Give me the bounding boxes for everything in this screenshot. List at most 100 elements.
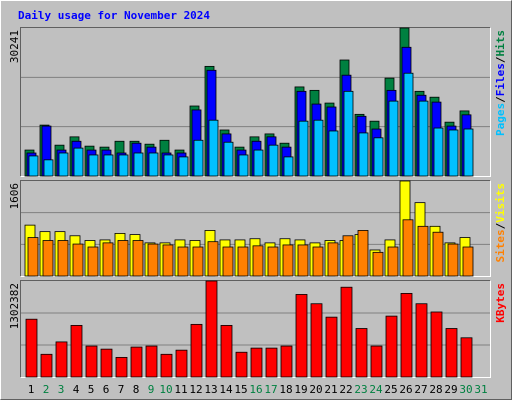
x-tick-label: 11 bbox=[174, 383, 187, 396]
bar bbox=[342, 235, 354, 277]
bar bbox=[25, 318, 38, 378]
bar bbox=[87, 246, 99, 277]
bar bbox=[297, 244, 309, 277]
bar bbox=[447, 243, 459, 277]
bar bbox=[73, 147, 84, 177]
bar bbox=[192, 246, 204, 277]
bar bbox=[57, 240, 69, 277]
bar bbox=[163, 154, 174, 177]
bar bbox=[177, 246, 189, 277]
bar bbox=[55, 341, 68, 378]
bar bbox=[432, 231, 444, 277]
bar bbox=[328, 130, 339, 177]
x-tick-label: 18 bbox=[279, 383, 292, 396]
x-tick-label: 7 bbox=[118, 383, 125, 396]
bar bbox=[313, 119, 324, 177]
bar bbox=[282, 244, 294, 277]
panel-edge-light bbox=[20, 280, 491, 378]
panel-edge-light bbox=[20, 180, 491, 277]
x-tick-label: 27 bbox=[414, 383, 427, 396]
bar bbox=[133, 152, 144, 177]
legend: KBytes bbox=[494, 283, 507, 323]
bar bbox=[387, 246, 399, 277]
panel-edge-dark bbox=[20, 27, 491, 177]
x-tick-label: 31 bbox=[474, 383, 487, 396]
x-tick-label: 10 bbox=[159, 383, 172, 396]
bar bbox=[280, 345, 293, 378]
bar bbox=[162, 244, 174, 277]
bar bbox=[433, 127, 444, 177]
x-tick-label: 5 bbox=[88, 383, 95, 396]
legend-separator: / bbox=[494, 56, 507, 63]
bar bbox=[235, 351, 248, 378]
bar bbox=[400, 293, 413, 378]
legend-separator: / bbox=[494, 222, 507, 229]
bar bbox=[40, 353, 53, 378]
bar bbox=[373, 137, 384, 177]
bar bbox=[42, 240, 54, 277]
x-tick-label: 29 bbox=[444, 383, 457, 396]
bar bbox=[250, 347, 263, 378]
x-tick-label: 14 bbox=[219, 383, 233, 396]
bar bbox=[70, 325, 83, 378]
bar bbox=[237, 246, 249, 277]
bar bbox=[417, 225, 429, 277]
x-tick-label: 22 bbox=[339, 383, 352, 396]
legend-entry: Pages bbox=[494, 103, 507, 136]
bar bbox=[325, 316, 338, 378]
x-tick-label: 13 bbox=[204, 383, 217, 396]
bar bbox=[132, 240, 144, 277]
x-tick-label: 20 bbox=[309, 383, 322, 396]
bar bbox=[208, 119, 219, 177]
bar bbox=[238, 154, 249, 177]
bar bbox=[343, 90, 354, 177]
x-tick-label: 2 bbox=[43, 383, 50, 396]
bar bbox=[418, 100, 429, 177]
bar bbox=[175, 349, 188, 378]
x-tick-label: 19 bbox=[294, 383, 307, 396]
bar bbox=[253, 149, 264, 177]
bar bbox=[178, 156, 189, 177]
bar bbox=[145, 345, 158, 378]
x-tick-label: 21 bbox=[324, 383, 337, 396]
bar bbox=[298, 120, 309, 177]
bar bbox=[415, 303, 428, 378]
chart-title: Daily usage for November 2024 bbox=[18, 9, 210, 22]
x-tick-label: 8 bbox=[133, 383, 140, 396]
legend: Sites/Visits bbox=[494, 183, 507, 263]
bar bbox=[58, 152, 69, 177]
bar bbox=[130, 346, 143, 378]
bar bbox=[268, 144, 279, 177]
legend-entry: Visits bbox=[494, 183, 507, 223]
legend-entry: KBytes bbox=[494, 283, 507, 323]
x-tick-label: 17 bbox=[264, 383, 277, 396]
x-tick-label: 4 bbox=[73, 383, 80, 396]
bar bbox=[460, 337, 473, 378]
panel-edge-dark bbox=[20, 280, 491, 378]
bar bbox=[88, 154, 99, 177]
bar bbox=[193, 139, 204, 177]
bar bbox=[160, 353, 173, 378]
legend-entry: Hits bbox=[494, 30, 507, 57]
bar bbox=[402, 219, 414, 277]
x-tick-label: 15 bbox=[234, 383, 247, 396]
bar bbox=[463, 128, 474, 177]
bar bbox=[43, 159, 54, 177]
bar bbox=[220, 325, 233, 378]
bar bbox=[27, 237, 39, 277]
x-tick-label: 12 bbox=[189, 383, 202, 396]
x-tick-label: 24 bbox=[369, 383, 383, 396]
bar bbox=[448, 129, 459, 177]
bar bbox=[462, 246, 474, 277]
bar bbox=[295, 294, 308, 378]
bar bbox=[283, 156, 294, 177]
bar bbox=[265, 347, 278, 378]
bar bbox=[118, 154, 129, 177]
bar bbox=[312, 246, 324, 277]
bar bbox=[430, 311, 443, 378]
x-tick-label: 3 bbox=[58, 383, 65, 396]
x-tick-label: 1 bbox=[28, 383, 35, 396]
bar bbox=[148, 152, 159, 177]
